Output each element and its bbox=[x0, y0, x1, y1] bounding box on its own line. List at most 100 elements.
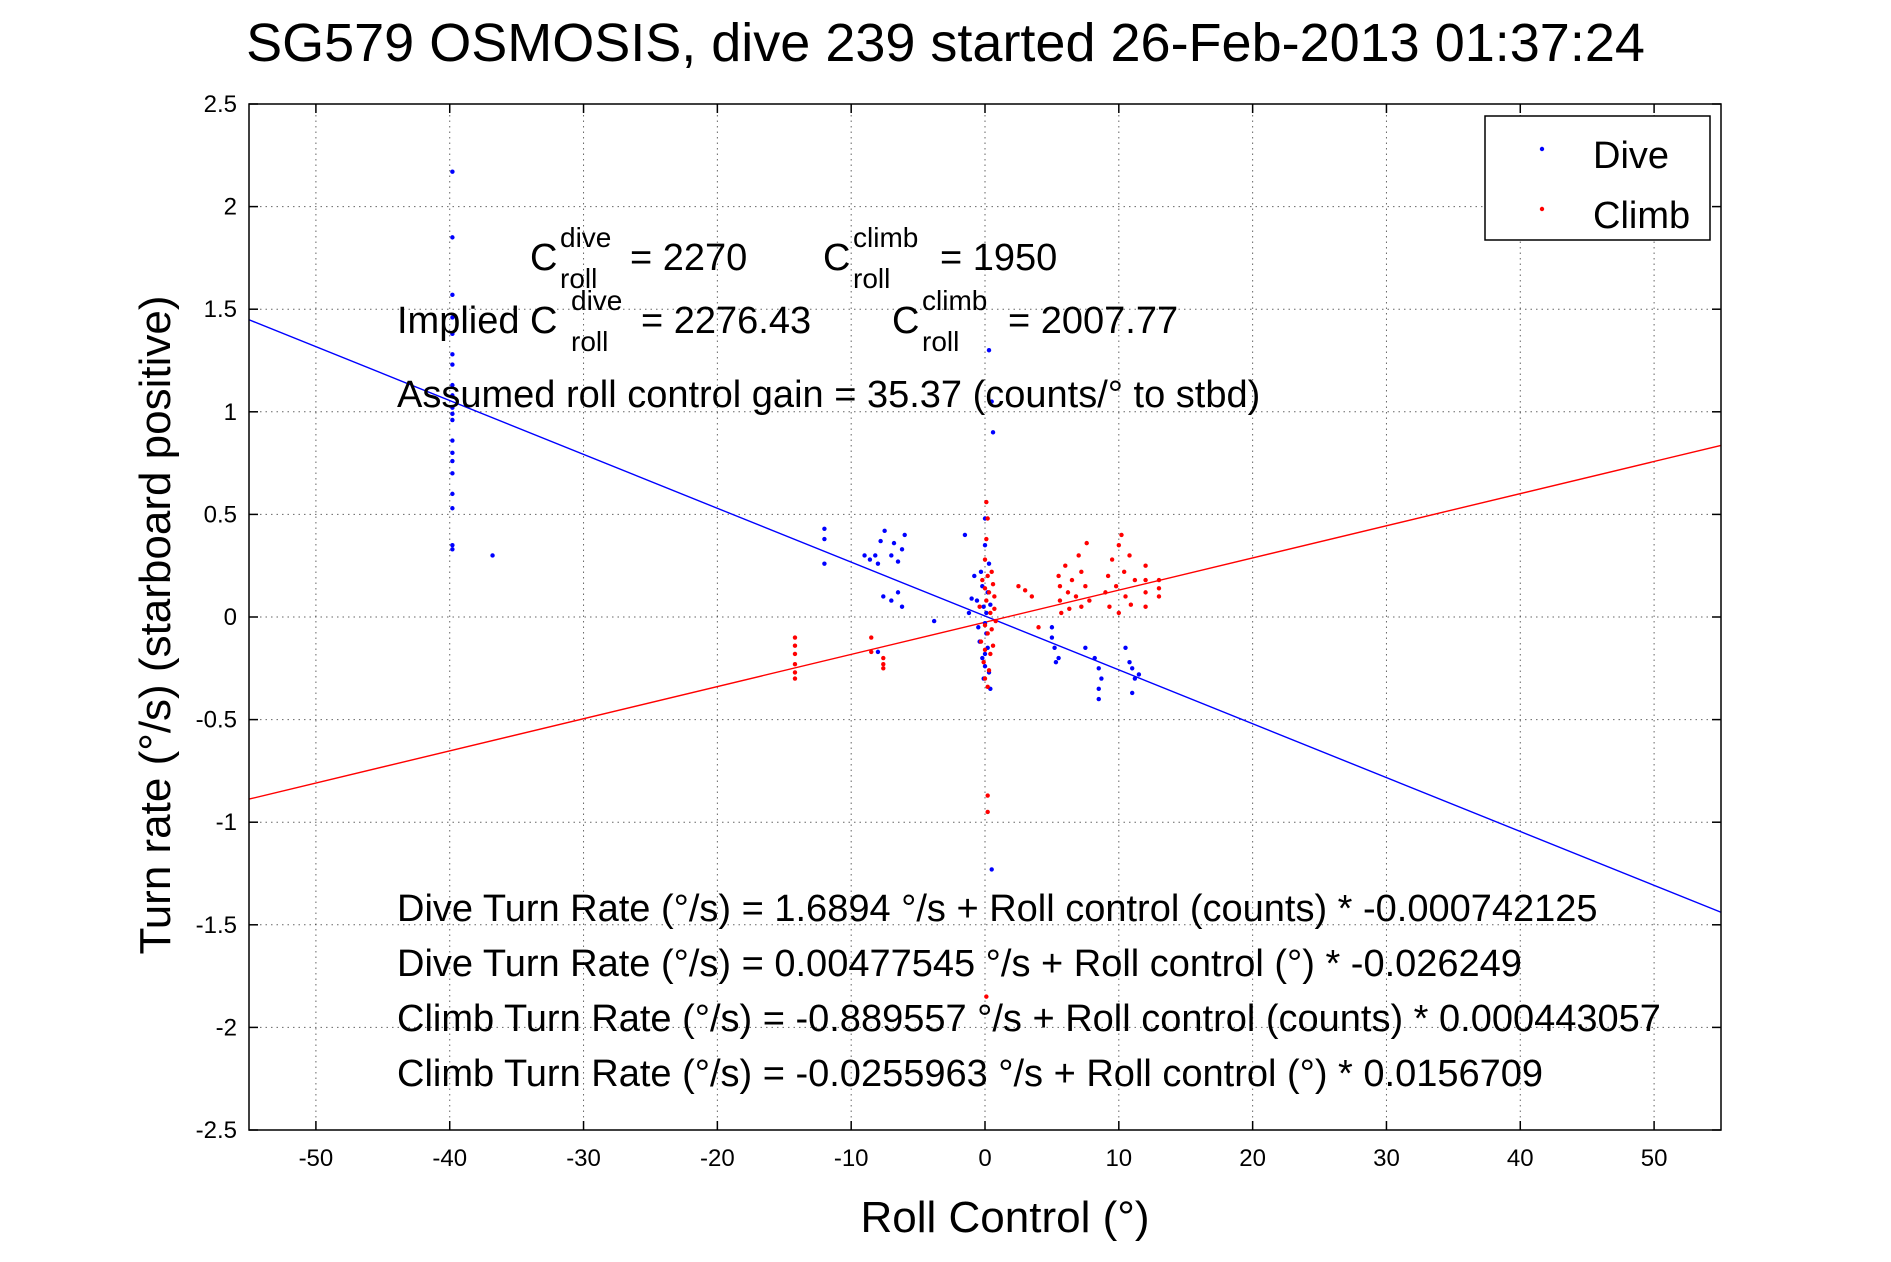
climb-point bbox=[985, 793, 990, 798]
dive-point bbox=[822, 526, 827, 531]
climb-point bbox=[1065, 590, 1071, 595]
climb-point bbox=[1105, 573, 1111, 579]
climb-point bbox=[1103, 590, 1108, 595]
x-tick-label: -50 bbox=[299, 1145, 334, 1172]
climb-point bbox=[1057, 584, 1063, 589]
climb-point bbox=[989, 627, 994, 632]
gain-annotation: Assumed roll control gain = 35.37 (count… bbox=[397, 374, 1260, 416]
y-axis-label: Turn rate (°/s) (starboard positive) bbox=[131, 295, 180, 954]
dive-point bbox=[450, 169, 455, 174]
y-tick-label: -2 bbox=[216, 1014, 237, 1041]
dive-point bbox=[450, 438, 455, 443]
x-tick-label: 20 bbox=[1239, 1145, 1266, 1172]
legend-box bbox=[1484, 115, 1711, 241]
climb-point bbox=[1084, 540, 1089, 546]
c-dive-value: = 2270 bbox=[630, 237, 747, 279]
axis-ticks: -50 -40 -30 -20 -10 0 10 20 30 40 50-2.5-2-1.5-1-0… bbox=[196, 91, 1721, 1172]
dive-point bbox=[1049, 625, 1055, 630]
climb-point bbox=[792, 651, 798, 657]
c-dive-subscript: roll bbox=[560, 263, 597, 294]
climb-point bbox=[792, 661, 798, 667]
dive-point bbox=[450, 417, 455, 423]
climb-point bbox=[1036, 625, 1041, 630]
x-tick-label: 10 bbox=[1105, 1145, 1132, 1172]
climb-point bbox=[984, 994, 989, 999]
c-climb-value: = 1950 bbox=[940, 237, 1057, 279]
x-tick-label: 0 bbox=[978, 1145, 991, 1172]
dive-point bbox=[1049, 635, 1055, 640]
dive-point bbox=[1136, 672, 1142, 677]
climb-point bbox=[1156, 577, 1162, 583]
climb-point bbox=[1116, 542, 1122, 548]
climb-point bbox=[869, 649, 874, 655]
climb-point bbox=[1113, 584, 1119, 589]
climb-point bbox=[792, 643, 798, 648]
dive-point bbox=[875, 561, 881, 566]
dive-point bbox=[450, 547, 455, 552]
climb-point bbox=[1016, 584, 1021, 589]
climb-point bbox=[1156, 586, 1162, 591]
data-points bbox=[450, 169, 1162, 999]
climb-point bbox=[1107, 604, 1112, 609]
dive-point bbox=[1130, 666, 1135, 671]
legend-climb-label: Climb bbox=[1593, 195, 1690, 237]
implied-dive-subscript: roll bbox=[571, 326, 608, 357]
dive-point bbox=[450, 471, 455, 476]
dive-point bbox=[875, 649, 881, 655]
implied-climb-letter: C bbox=[892, 300, 919, 342]
chart-title: SG579 OSMOSIS, dive 239 started 26-Feb-2… bbox=[246, 13, 1645, 73]
climb-point bbox=[1121, 569, 1127, 575]
dive-point bbox=[881, 594, 886, 599]
implied-label: Implied C bbox=[397, 300, 558, 342]
dive-point bbox=[1053, 659, 1059, 665]
dive-point bbox=[450, 331, 455, 337]
climb-point bbox=[1132, 577, 1138, 583]
dive-point bbox=[450, 542, 455, 548]
dive-point bbox=[450, 352, 455, 357]
dive-point bbox=[895, 590, 901, 595]
climb-point bbox=[980, 577, 985, 583]
climb-point bbox=[977, 604, 982, 609]
climb-point bbox=[1069, 577, 1075, 583]
dive-point bbox=[980, 655, 985, 661]
dive-point bbox=[1096, 686, 1101, 692]
climb-point bbox=[1123, 594, 1128, 599]
climb-point bbox=[990, 643, 996, 648]
implied-dive-value: = 2276.43 bbox=[641, 300, 811, 342]
climb-point bbox=[881, 655, 886, 661]
climb-point bbox=[982, 647, 988, 653]
y-tick-label: 2.5 bbox=[204, 91, 237, 118]
dive-point bbox=[974, 598, 980, 603]
dive-point bbox=[899, 547, 905, 552]
dive-fit-line bbox=[248, 319, 1722, 913]
dive-point bbox=[878, 538, 883, 544]
climb-point bbox=[985, 631, 990, 636]
y-tick-label: -0.5 bbox=[196, 707, 237, 734]
dive-point bbox=[989, 867, 994, 872]
climb-point bbox=[981, 659, 986, 665]
legend: Dive Climb bbox=[1484, 115, 1711, 241]
climb-point bbox=[1079, 569, 1084, 575]
climb-point bbox=[982, 676, 988, 681]
dive-point bbox=[899, 604, 905, 609]
dive-point bbox=[895, 559, 901, 564]
climb-point bbox=[1109, 557, 1115, 562]
dive-point bbox=[450, 235, 455, 240]
dive-point bbox=[1127, 659, 1132, 665]
climb-point bbox=[792, 635, 798, 640]
climb-point bbox=[1076, 553, 1081, 558]
dive-point bbox=[990, 430, 996, 435]
dive-point bbox=[978, 569, 984, 575]
legend-dive-label: Dive bbox=[1593, 135, 1669, 177]
dive-point bbox=[450, 450, 455, 456]
climb-point bbox=[1128, 602, 1134, 607]
x-tick-label: 50 bbox=[1641, 1145, 1668, 1172]
climb-point bbox=[988, 651, 993, 657]
y-tick-label: -2.5 bbox=[196, 1117, 237, 1144]
climb-point bbox=[1063, 563, 1068, 568]
dive-point bbox=[989, 399, 994, 404]
dive-point bbox=[450, 292, 455, 298]
dive-point bbox=[1052, 645, 1057, 650]
x-tick-label: -10 bbox=[834, 1145, 869, 1172]
implied-climb-value: = 2007.77 bbox=[1008, 300, 1178, 342]
